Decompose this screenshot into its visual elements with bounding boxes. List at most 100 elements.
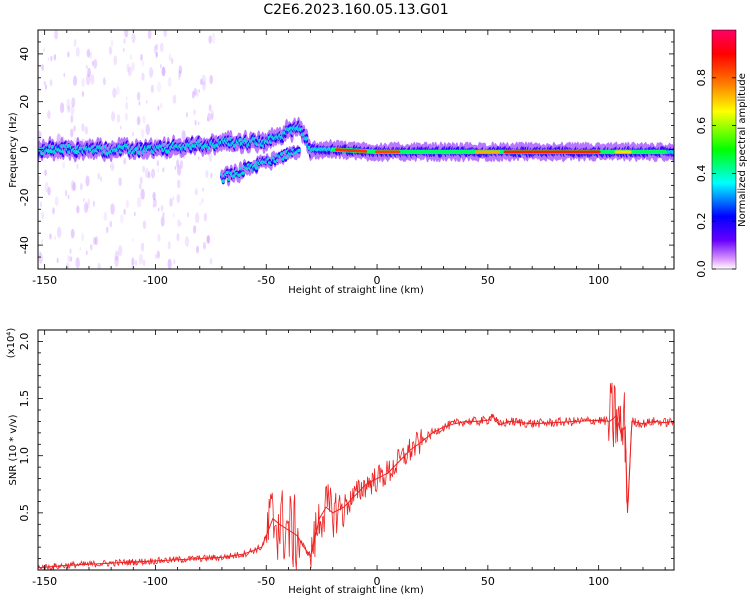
spectrogram-noise-blob — [111, 111, 116, 122]
spectrogram-noise-blob — [112, 87, 117, 99]
spectrogram-noise-blob — [145, 123, 150, 136]
spectrogram-noise-blob — [140, 128, 145, 138]
spectrogram-noise-blob — [193, 87, 197, 96]
spectrogram-noise-blob — [194, 120, 197, 126]
spectrogram-noise-blob — [178, 70, 182, 78]
spectrogram-noise-blob — [133, 211, 136, 217]
snr-y-ticks: 0.5 1.0 1.5 2.0 — [18, 329, 674, 571]
spectrogram-noise-blob — [208, 104, 212, 112]
spectrogram-noise-blob — [52, 207, 55, 215]
spectrogram-noise-blob — [125, 96, 128, 101]
spectrogram-noise-blob — [124, 112, 128, 121]
spectrogram-noise-blob — [69, 248, 72, 254]
spectrogram-noise-blob — [54, 196, 59, 207]
spectrogram-noise-blob — [147, 171, 151, 179]
spectrogram-noise-blob — [140, 242, 145, 252]
spectrogram-hotspot — [363, 149, 368, 153]
spectrogram-noise-blob — [199, 201, 201, 207]
spectrogram-noise-blob — [73, 125, 76, 132]
spectrogram-noise-blob — [201, 197, 204, 204]
snr-y-tick-label: 2.0 — [18, 333, 31, 351]
spectrogram-noise-blob — [134, 259, 138, 266]
spectrogram-noise-blob — [92, 200, 96, 207]
spectrogram-noise-blob — [116, 113, 121, 123]
spectrogram-noise-blob — [63, 72, 66, 78]
spectrogram-noise-blob — [162, 167, 165, 173]
spectrogram-noise-blob — [172, 212, 175, 218]
snr-x-tick-label: 0 — [374, 575, 381, 588]
spectrogram-noise-blob — [123, 38, 126, 44]
spectrogram-noise-blob — [87, 198, 91, 206]
spectrogram-noise-blob — [66, 98, 71, 110]
spectrogram-noise-blob — [81, 123, 85, 132]
spectrogram-noise-blob — [157, 81, 162, 93]
spectrogram-noise-blob — [90, 73, 95, 85]
spectrogram-x-ticks: -150 -100 -50 0 50 100 — [32, 30, 666, 287]
spectrogram-noise-blob — [110, 203, 115, 215]
spectrogram-y-tick-label: -40 — [18, 236, 31, 254]
spectrogram-noise-blob — [54, 235, 57, 241]
snr-y-tick-label: 1.0 — [18, 447, 31, 465]
spectrogram-noise-blob — [211, 32, 216, 44]
spectrogram-noise-blob — [147, 30, 152, 40]
spectrogram-noise-blob — [91, 60, 94, 66]
spectrogram-noise-blob — [157, 207, 160, 212]
spectrogram-hotspot — [627, 150, 632, 154]
spectrogram-noise-blob — [157, 233, 161, 242]
spectrogram-x-tick-label: -100 — [143, 274, 168, 287]
spectrogram-y-tick-label: -20 — [18, 188, 31, 206]
spectrogram-noise-blob — [167, 77, 172, 87]
spectrogram-noise-blob — [177, 179, 181, 189]
spectrogram-noise-blob — [155, 43, 159, 51]
spectrogram-noise-blob — [43, 80, 46, 86]
spectrogram-x-axis-title: Height of straight line (km) — [288, 285, 424, 296]
spectrogram-noise-blob — [110, 39, 114, 47]
snr-panel: -150 -100 -50 0 50 100 0.5 1.0 1.5 2.0 (x10⁴) He… — [6, 328, 675, 596]
spectrogram-noise-blob — [93, 59, 98, 69]
spectrogram-noise-blob — [177, 218, 181, 228]
spectrogram-noise-blob — [108, 46, 113, 55]
spectrogram-noise-blob — [39, 201, 43, 208]
spectrogram-noise-blob — [159, 42, 164, 53]
spectrogram-noise-blob — [153, 198, 157, 208]
spectrogram-x-tick-label: 50 — [481, 274, 495, 287]
spectrogram-noise-blob — [47, 186, 51, 196]
spectrogram-cell — [671, 150, 674, 155]
spectrogram-noise-blob — [150, 84, 154, 93]
snr-y-tick-label: 0.5 — [18, 504, 31, 522]
spectrogram-noise-blob — [113, 55, 118, 66]
spectrogram-noise-blob — [131, 32, 136, 44]
spectrogram-noise-blob — [187, 212, 189, 218]
spectrogram-noise-blob — [41, 211, 45, 220]
spectrogram-noise-blob — [76, 205, 80, 214]
spectrogram-hotspot — [496, 150, 501, 154]
spectrogram-noise-blob — [69, 128, 74, 138]
spectrogram-noise-blob — [75, 257, 80, 269]
spectrogram-noise-blob — [119, 214, 124, 224]
spectrogram-noise-blob — [210, 172, 213, 179]
spectrogram-noise-blob — [157, 105, 160, 111]
spectrogram-noise-blob — [118, 245, 123, 257]
spectrogram-noise-blob — [44, 169, 47, 176]
spectrogram-noise-blob — [38, 253, 43, 264]
snr-frame — [37, 329, 675, 571]
spectrogram-noise-blob — [125, 199, 129, 209]
spectrogram-noise-blob — [103, 211, 108, 221]
spectrogram-noise-blob — [86, 48, 91, 58]
spectrogram-noise-blob — [198, 89, 201, 93]
spectrogram-noise-blob — [178, 65, 183, 75]
spectrogram-noise-blob — [152, 203, 155, 209]
spectrogram-noise-blob — [206, 235, 210, 244]
spectrogram-noise-blob — [50, 55, 53, 62]
spectrogram-noise-blob — [90, 243, 93, 251]
spectrogram-noise-blob — [88, 204, 90, 209]
spectrogram-noise-blob — [44, 181, 49, 193]
snr-x-tick-label: -150 — [32, 575, 57, 588]
spectrogram-noise-blob — [195, 212, 200, 224]
spectrogram-noise-blob — [160, 204, 164, 212]
spectrogram-noise-blob — [132, 131, 134, 137]
spectrogram-noise-blob — [85, 250, 88, 256]
spectrogram-noise-blob — [76, 163, 79, 169]
spectrogram-noise-blob — [81, 91, 85, 98]
spectrogram-noise-blob — [162, 212, 165, 218]
